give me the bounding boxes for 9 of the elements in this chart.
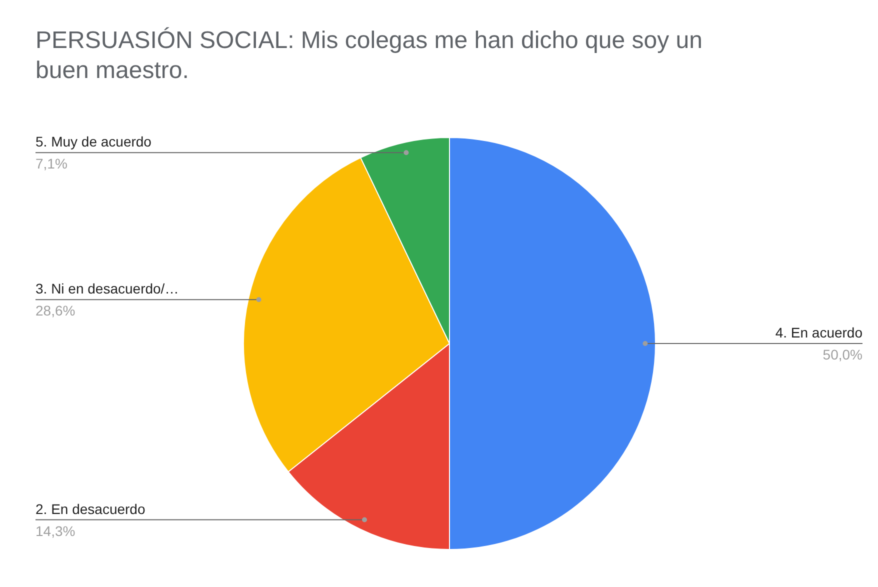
- data-label: 14,3%: [36, 522, 76, 539]
- data-label: 7,1%: [36, 156, 68, 172]
- slice-label: 3. Ni en desacuerdo/…: [36, 280, 179, 297]
- chart-title: PERSUASIÓN SOCIAL: Mis colegas me han dicho que soy un buen maestro.: [36, 27, 702, 84]
- slice-label: 5. Muy de acuerdo: [36, 134, 152, 150]
- slice-label: 4. En acuerdo: [775, 324, 863, 340]
- slice-label: 2. En desacuerdo: [36, 500, 146, 517]
- data-label: 28,6%: [36, 302, 76, 319]
- data-label: 50,0%: [822, 346, 863, 362]
